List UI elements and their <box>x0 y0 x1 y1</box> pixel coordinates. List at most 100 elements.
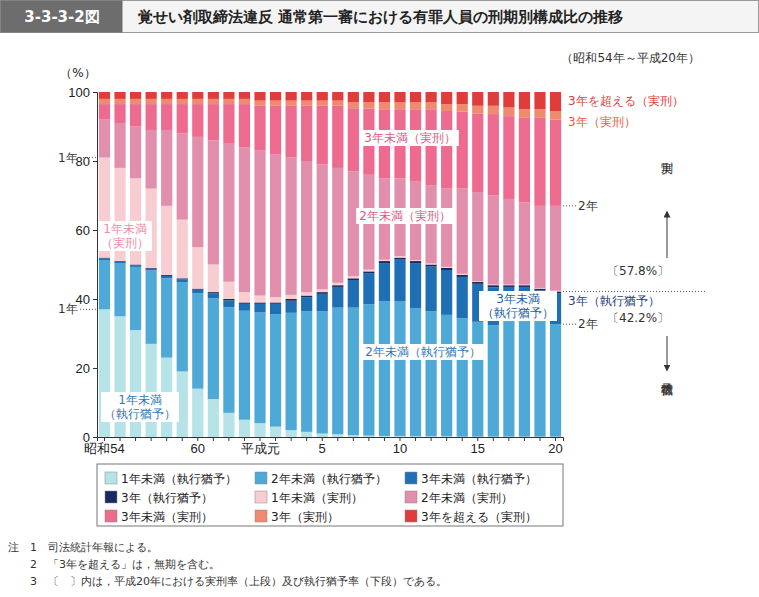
bar-segment <box>301 106 312 161</box>
bar-segment <box>363 436 374 437</box>
bar-segment <box>286 299 297 301</box>
legend-label: 3年（執行猶予） <box>121 491 213 505</box>
bar-segment <box>208 265 219 293</box>
bar-segment <box>99 99 110 104</box>
bar-segment <box>441 270 452 315</box>
bar-segment <box>192 92 203 99</box>
x-tick <box>353 437 354 441</box>
bar-segment <box>192 247 203 288</box>
bar-segment <box>457 189 468 274</box>
bar-segment <box>254 106 265 151</box>
leader-line <box>80 157 97 158</box>
x-tick: 20 <box>548 437 562 456</box>
x-tick-mark <box>368 437 369 441</box>
bar-segment <box>286 313 297 430</box>
annotation-text: 1年未満 <box>118 393 162 407</box>
annotation: 1年未満（執行猶予） <box>101 392 179 422</box>
bar-segment <box>317 311 328 433</box>
annotation-box <box>361 130 459 146</box>
bar-segment <box>503 108 514 117</box>
y-tick-label: 60 <box>76 223 90 238</box>
annotation-text: 1年未満 <box>103 222 147 236</box>
bar-segment <box>223 99 234 104</box>
bar-segment <box>254 304 265 313</box>
bar-segment <box>223 307 234 413</box>
bar-segment <box>534 289 545 291</box>
bar-segment <box>317 292 328 294</box>
x-tick-mark <box>539 437 540 441</box>
bar-segment <box>254 302 265 303</box>
legend-label: 3年未満（執行猶予） <box>421 472 537 486</box>
bar-segment <box>426 265 437 267</box>
bar-segment <box>270 302 281 303</box>
bar-segment <box>379 263 390 301</box>
legend-label: 3年（実刑） <box>271 510 339 524</box>
annotation-box <box>98 221 152 251</box>
bar-segment <box>348 280 359 308</box>
figure-number: 3-3-3-2図 <box>24 8 99 26</box>
bar-segment <box>503 116 514 199</box>
x-tick-mark <box>306 437 307 441</box>
bar-segment <box>441 315 452 436</box>
x-tick-mark <box>182 437 183 441</box>
legend-label: 1年未満（実刑） <box>271 491 363 505</box>
bar-segment <box>223 282 234 299</box>
bar-segment <box>114 92 125 99</box>
bar-segment <box>519 321 530 436</box>
bar-segment <box>177 279 188 282</box>
bar-segment <box>488 285 499 287</box>
annotation: 3年未満（執行猶予） <box>479 291 557 321</box>
x-tick-mark <box>524 437 525 441</box>
bar-segment <box>519 202 530 284</box>
bar-segment <box>394 256 405 257</box>
x-tick-mark <box>462 437 463 441</box>
bar-segment <box>192 389 203 437</box>
x-tick <box>337 437 338 441</box>
bar-segment <box>254 101 265 106</box>
annotation: 2年未満（執行猶予） <box>362 344 484 360</box>
x-tick-label: 平成元 <box>241 441 280 456</box>
bar-segment <box>394 92 405 102</box>
bar-segment <box>286 158 297 295</box>
bar-segment <box>130 99 141 104</box>
bar-segment <box>441 92 452 104</box>
bar-segment <box>99 260 110 309</box>
x-tick-mark <box>353 437 354 441</box>
bar-segment <box>488 106 499 114</box>
legend-item: 3年を超える（実刑） <box>405 510 537 524</box>
x-tick <box>524 437 525 441</box>
legend-swatch <box>255 510 267 522</box>
annotation-text: 2年未満（執行猶予） <box>365 345 481 359</box>
bar-segment <box>239 104 250 147</box>
bar-segment <box>301 296 312 298</box>
bar-segment <box>457 112 468 189</box>
bar-segment <box>286 106 297 158</box>
bar-segment <box>379 301 390 436</box>
bar-segment <box>426 102 437 109</box>
x-tick <box>493 437 494 441</box>
bar-segment <box>348 278 359 280</box>
bar-segment <box>519 285 530 287</box>
bar-segment <box>177 220 188 279</box>
legend-swatch <box>255 472 267 484</box>
bar-segment <box>270 297 281 302</box>
annotations: 1年未満（実刑）3年未満（実刑）2年未満（実刑）3年未満（執行猶予）2年未満（執… <box>58 94 684 422</box>
x-tick <box>228 437 229 441</box>
bar-segment <box>177 99 188 104</box>
bar-segment <box>286 430 297 437</box>
x-tick-label: 5 <box>319 441 326 456</box>
x-tick-label: 20 <box>548 441 562 456</box>
bar-segment <box>301 311 312 432</box>
bar-segment <box>239 147 250 292</box>
x-tick <box>508 437 509 441</box>
x-tick-mark <box>166 437 167 441</box>
bar-segment <box>363 304 374 435</box>
legend-swatch <box>255 491 267 503</box>
arrow-up <box>667 214 668 258</box>
x-tick-mark <box>384 437 385 441</box>
x-tick <box>446 437 447 441</box>
series <box>99 104 561 206</box>
bar-segment <box>177 104 188 133</box>
bar-segment <box>161 104 172 130</box>
annotation: 1年 <box>58 151 97 165</box>
